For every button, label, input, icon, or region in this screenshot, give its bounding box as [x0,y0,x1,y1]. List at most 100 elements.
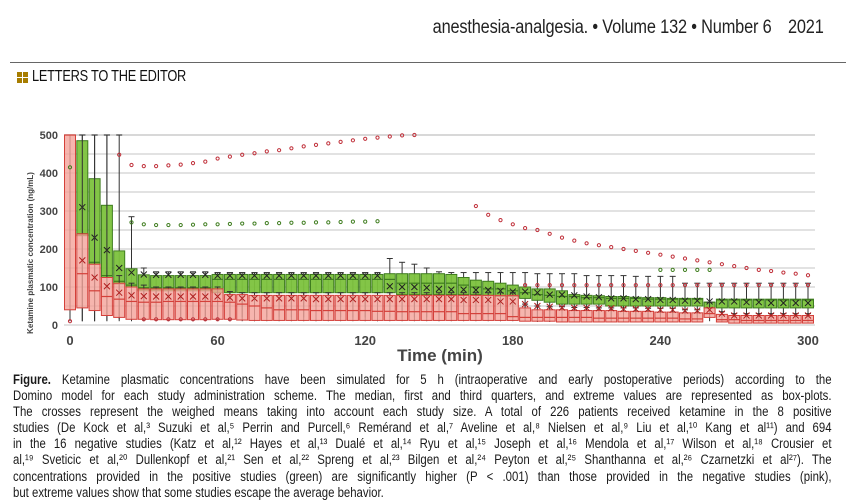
positive-mean-cross [398,283,406,291]
negative-extreme-point [670,283,675,288]
y-tick-label: 500 [40,130,58,142]
negative-box [765,315,778,324]
negative-extreme-point [744,265,749,271]
x-tick-label: 240 [650,333,672,348]
negative-box [187,288,199,321]
negative-extreme-point [682,283,688,288]
negative-extreme-point [732,283,737,288]
negative-extreme-point [572,238,577,243]
positive-mean-cross [288,272,295,279]
y-tick-label: 200 [40,244,58,256]
negative-extreme-point [523,226,528,231]
negative-box [285,294,298,321]
negative-box [64,134,76,311]
negative-extreme-point [166,163,171,168]
negative-box [88,263,101,312]
negative-extreme-point [67,319,73,324]
positive-mean-cross [509,288,517,295]
negative-mean-cross [349,295,357,303]
journal-volume: • Volume 132 • Number 6 [592,17,772,38]
negative-box [199,288,212,321]
negative-mean-cross [497,298,504,305]
positive-mean-cross [337,272,344,279]
positive-extreme-point [252,221,257,226]
negative-box [506,294,519,321]
axes: 0 100 200 300 400 500 0 60 120 180 240 300 [40,130,819,348]
positive-extreme-point [129,220,134,225]
negative-extreme-point [646,283,651,288]
negative-extreme-point [277,148,282,153]
negative-extreme-point [805,273,811,278]
positive-box [359,273,372,294]
positive-extreme-point [178,222,183,228]
positive-box [371,273,384,294]
positive-extreme-point [670,267,675,272]
negative-extreme-point [289,146,294,151]
positive-box [580,294,593,305]
negative-mean-cross [177,293,185,300]
negative-mean-cross [607,304,615,312]
positive-extreme-point [215,222,220,227]
negative-extreme-point [658,252,663,257]
positive-box [457,277,470,296]
positive-mean-cross [546,291,554,298]
negative-extreme-point [203,317,208,322]
positive-extreme-point [695,267,700,272]
positive-mean-cross [792,299,800,307]
negative-extreme-point [793,283,798,288]
positive-mean-cross [472,286,480,294]
positive-box [715,298,728,309]
extreme-points [67,132,811,324]
positive-mean-cross [324,272,332,279]
positive-mean-cross [214,272,221,279]
negative-mean-cross [78,257,86,264]
negative-extreme-point [572,283,577,288]
negative-mean-cross [767,312,775,319]
positive-extreme-point [67,165,73,170]
negative-box [273,294,286,321]
caption-line: The crosses represent the weighed means … [13,404,832,420]
box-plot-chart: 0 100 200 300 400 500 0 60 120 180 240 300 Ketamine… [26,130,819,365]
negative-mean-cross [792,312,800,319]
positive-mean-cross [300,272,308,279]
negative-extreme-point [215,317,220,322]
negative-extreme-point [535,283,540,288]
negative-extreme-point [695,258,700,263]
positive-mean-cross [263,272,271,279]
negative-extreme-point [178,317,183,322]
negative-extreme-point [375,135,380,140]
negative-extreme-point [203,159,208,164]
y-tick-label: 300 [40,206,58,218]
positive-box [310,273,322,294]
positive-extreme-point [682,267,688,272]
positive-box [568,294,581,305]
negative-box [137,288,150,320]
journal-header: anesthesia-analgesia. • Volume 132 • Num… [433,17,824,39]
negative-mean-cross [780,312,787,319]
negative-mean-cross [521,300,529,308]
caption-line: concentrations provided in the positive … [13,468,832,484]
negative-box [150,288,163,321]
negative-box [76,233,89,309]
negative-extreme-point [682,256,688,261]
header-rule [10,62,846,63]
positive-mean-cross [312,272,320,279]
negative-mean-cross [447,295,455,303]
journal-year: 2021 [788,17,824,38]
positive-mean-cross [693,297,701,305]
positive-mean-cross [177,271,185,279]
positive-mean-cross [484,286,492,294]
positive-extreme-point [154,222,159,228]
negative-box [113,282,126,318]
negative-mean-cross [275,295,283,302]
negative-extreme-point [719,283,725,288]
negative-extreme-point [215,156,220,161]
negative-mean-cross [435,295,443,303]
journal-name: anesthesia-analgesia. [433,17,589,38]
negative-mean-cross [91,274,98,281]
negative-mean-cross [472,296,480,304]
negative-extreme-point [769,268,774,274]
section-title: LETTERS TO THE EDITOR [32,68,187,85]
positive-mean-cross [361,272,369,279]
positive-mean-cross [681,297,689,305]
